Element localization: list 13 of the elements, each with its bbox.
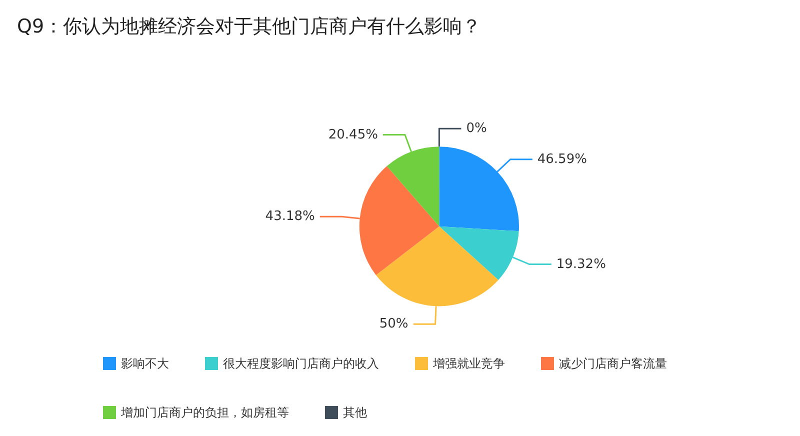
- data-label: 46.59%: [537, 152, 587, 167]
- chart-title: Q9：你认为地摊经济会对于其他门店商户有什么影响？: [17, 16, 482, 38]
- data-label: 20.45%: [328, 127, 378, 142]
- legend-label: 影响不大: [121, 356, 169, 370]
- text: 0%: [466, 121, 487, 136]
- legend-label: 增强就业竞争: [432, 356, 505, 370]
- legend-label: 增加门店商户的负担，如房租等: [120, 406, 289, 420]
- legend-label: 减少门店商户客流量: [559, 356, 667, 370]
- data-label: 43.18%: [265, 209, 315, 224]
- data-label: 50%: [379, 316, 408, 332]
- legend-label: 其他: [343, 406, 367, 420]
- legend-label: 很大程度影响门店商户的收入: [223, 356, 379, 370]
- data-label: 19.32%: [556, 256, 606, 272]
